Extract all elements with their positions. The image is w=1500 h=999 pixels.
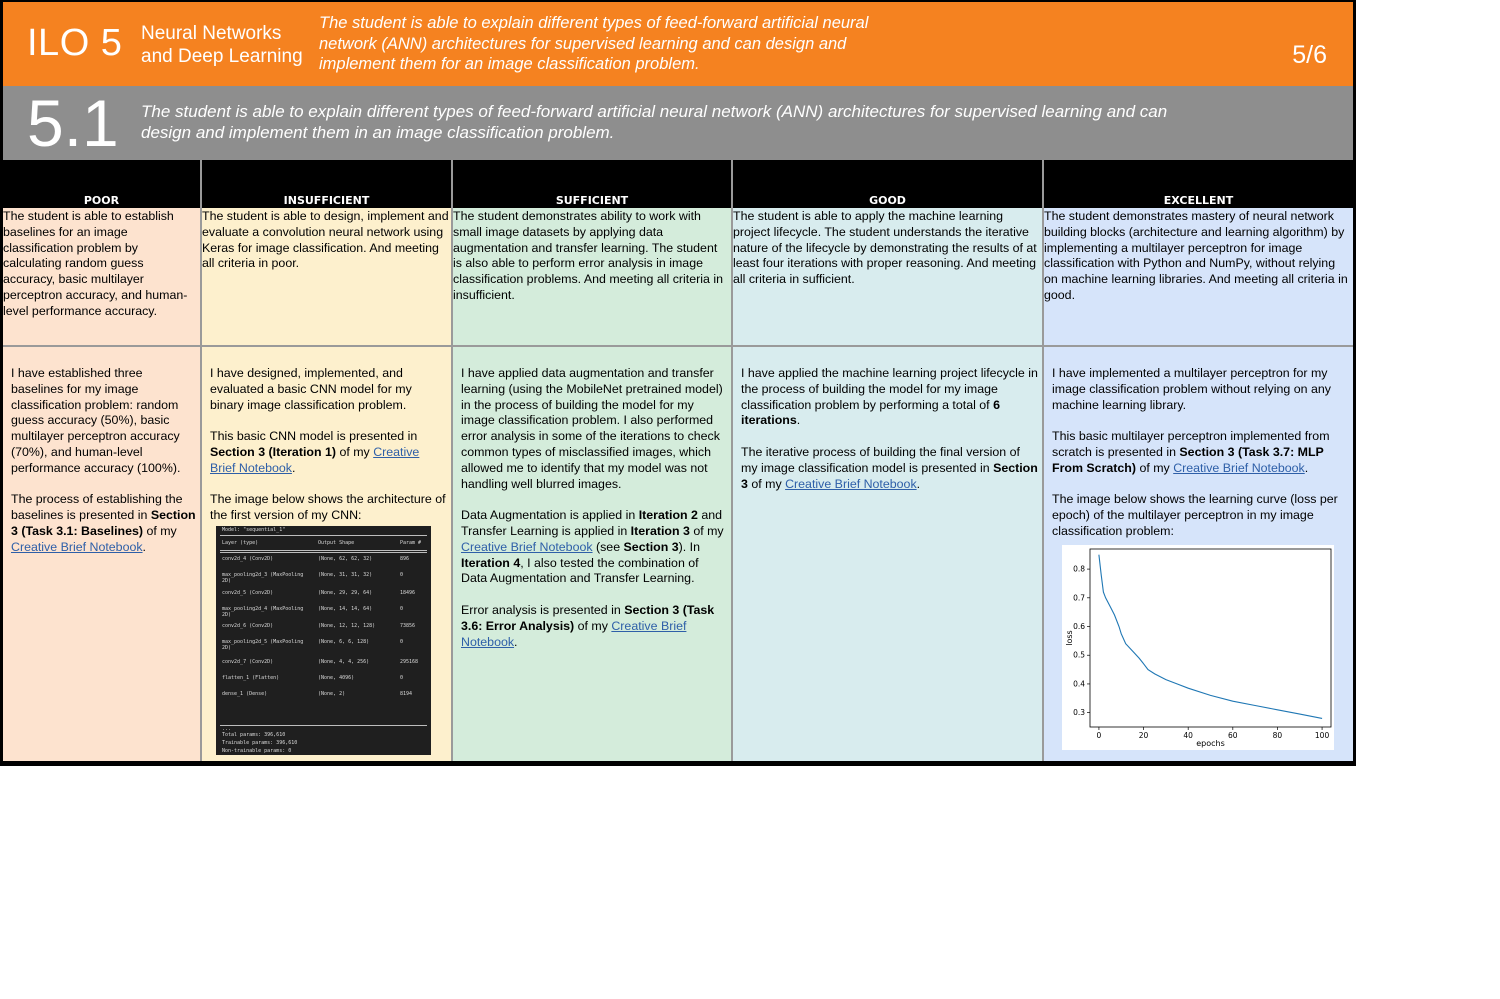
y-tick-label: 0.4 bbox=[1073, 679, 1085, 688]
summary-layer-row: max_pooling2d_5 (MaxPooling (None, 6, 6, … bbox=[222, 639, 404, 651]
column-divider bbox=[451, 160, 453, 761]
y-tick-label: 0.7 bbox=[1073, 593, 1085, 602]
evidence-excellent-p3: The image below shows the learning curve… bbox=[1052, 492, 1338, 538]
column-header-insufficient: INSUFFICIENT bbox=[202, 160, 451, 208]
evidence-sufficient-p3: Error analysis is presented in Section 3… bbox=[461, 602, 715, 649]
y-axis-label: loss bbox=[1065, 630, 1074, 645]
evidence-insufficient-p1: I have designed, implemented, and evalua… bbox=[210, 366, 412, 412]
column-divider bbox=[200, 160, 202, 761]
plot-frame bbox=[1089, 548, 1332, 728]
criteria-sufficient: The student demonstrates ability to work… bbox=[453, 208, 731, 347]
evidence-good: I have applied the machine learning proj… bbox=[733, 349, 1042, 761]
ilo-topic: Neural Networks and Deep Learning bbox=[141, 22, 303, 68]
x-tick-label: 80 bbox=[1273, 731, 1283, 740]
evidence-poor: I have established three baselines for m… bbox=[3, 349, 200, 761]
evidence-good-p1: I have applied the machine learning proj… bbox=[741, 366, 1038, 428]
column-header-poor: POOR bbox=[3, 160, 200, 208]
creative-brief-notebook-link[interactable]: Creative Brief Notebook bbox=[210, 444, 420, 475]
page-indicator: 5/6 bbox=[1292, 41, 1327, 69]
slide: ILO 5 Neural Networks and Deep Learning … bbox=[0, 0, 1356, 766]
x-tick-label: 60 bbox=[1228, 731, 1238, 740]
summary-layer-row: conv2d_7 (Conv2D) (None, 4, 4, 256) 295168 bbox=[222, 659, 419, 665]
summary-total-params: Total params: 396,610 bbox=[222, 732, 286, 738]
creative-brief-notebook-link[interactable]: Creative Brief Notebook bbox=[11, 539, 143, 554]
x-axis-label: epochs bbox=[1196, 739, 1225, 748]
evidence-insufficient-p3: The image below shows the architecture o… bbox=[210, 492, 446, 523]
y-tick-label: 0.3 bbox=[1073, 708, 1085, 717]
criteria-poor: The student is able to establish baselin… bbox=[3, 208, 200, 347]
summary-layer-row: conv2d_5 (Conv2D) (None, 29, 29, 64) 18496 bbox=[222, 590, 416, 596]
criteria-insufficient: The student is able to design, implement… bbox=[202, 208, 451, 347]
evidence-sufficient-p1: I have applied data augmentation and tra… bbox=[461, 366, 723, 491]
evidence-insufficient-p2: This basic CNN model is presented in Sec… bbox=[210, 429, 420, 475]
summary-layer-row: flatten_1 (Flatten) (None, 4096) 0 bbox=[222, 675, 404, 681]
evidence-sufficient: I have applied data augmentation and tra… bbox=[453, 349, 731, 761]
creative-brief-notebook-link[interactable]: Creative Brief Notebook bbox=[1173, 460, 1305, 475]
ilo-label: ILO 5 bbox=[27, 22, 123, 64]
x-tick-label: 100 bbox=[1315, 731, 1330, 740]
y-tick-label: 0.5 bbox=[1073, 651, 1085, 660]
loss-series-line bbox=[1098, 554, 1323, 719]
sub-outcome-number: 5.1 bbox=[27, 86, 119, 160]
ilo-topic-line1: Neural Networks bbox=[141, 23, 282, 44]
sub-outcome-band: 5.1 The student is able to explain diffe… bbox=[3, 86, 1353, 160]
ilo-header: ILO 5 Neural Networks and Deep Learning … bbox=[3, 2, 1353, 86]
summary-non-trainable-params: Non-trainable params: 0 bbox=[222, 748, 292, 754]
creative-brief-notebook-link[interactable]: Creative Brief Notebook bbox=[461, 539, 593, 554]
evidence-poor-p2: The process of establishing the baseline… bbox=[11, 492, 196, 554]
evidence-excellent: I have implemented a multilayer perceptr… bbox=[1044, 349, 1353, 761]
column-header-good: GOOD bbox=[733, 160, 1042, 208]
rubric-column-poor: POOR The student is able to establish ba… bbox=[3, 160, 200, 761]
evidence-insufficient: I have designed, implemented, and evalua… bbox=[202, 349, 451, 761]
summary-ellipsis: ... bbox=[222, 726, 232, 732]
evidence-good-p2: The iterative process of building the fi… bbox=[741, 444, 1038, 491]
creative-brief-notebook-link[interactable]: Creative Brief Notebook bbox=[785, 476, 917, 491]
ilo-description: The student is able to explain different… bbox=[319, 14, 869, 73]
summary-layer-row: conv2d_6 (Conv2D) (None, 12, 12, 128) 7385… bbox=[222, 623, 416, 629]
rubric-column-good: GOOD The student is able to apply the ma… bbox=[733, 160, 1042, 761]
cnn-model-summary-image: Model: "sequential_1" Layer (type) Outpu… bbox=[216, 526, 431, 755]
sub-outcome-description: The student is able to explain different… bbox=[141, 102, 1168, 142]
summary-trainable-params: Trainable params: 396,610 bbox=[222, 740, 298, 746]
summary-layer-row: conv2d_4 (Conv2D) (None, 62, 62, 32) 896 bbox=[222, 556, 410, 562]
summary-layer-row: max_pooling2d_3 (MaxPooling (None, 31, 31… bbox=[222, 572, 404, 584]
y-tick-label: 0.6 bbox=[1073, 622, 1085, 631]
x-tick-label: 40 bbox=[1183, 731, 1193, 740]
x-tick-label: 20 bbox=[1139, 731, 1149, 740]
x-tick-label: 0 bbox=[1097, 731, 1102, 740]
column-divider bbox=[731, 160, 733, 761]
summary-header-row: Layer (type) Output Shape Param # bbox=[222, 540, 422, 546]
criteria-good: The student is able to apply the machine… bbox=[733, 208, 1042, 347]
column-header-excellent: EXCELLENT bbox=[1044, 160, 1353, 208]
criteria-excellent: The student demonstrates mastery of neur… bbox=[1044, 208, 1353, 347]
column-divider bbox=[1042, 160, 1044, 761]
column-header-sufficient: SUFFICIENT bbox=[453, 160, 731, 208]
rubric-column-excellent: EXCELLENT The student demonstrates maste… bbox=[1044, 160, 1353, 761]
evidence-excellent-p1: I have implemented a multilayer perceptr… bbox=[1052, 366, 1331, 412]
summary-layer-row: max_pooling2d_4 (MaxPooling (None, 14, 14… bbox=[222, 606, 404, 618]
evidence-excellent-p2: This basic multilayer perceptron impleme… bbox=[1052, 429, 1330, 475]
summary-layer-row: dense_1 (Dense) (None, 2) 8194 bbox=[222, 691, 413, 697]
loss-learning-curve-chart: 0 20 40 60 80 100 0.3 0.4 0.5 0.6 0.7 0.8 epochs loss bbox=[1062, 545, 1334, 750]
summary-title: Model: "sequential_1" bbox=[222, 527, 286, 533]
evidence-poor-p1: I have established three baselines for m… bbox=[11, 366, 181, 475]
rubric-column-sufficient: SUFFICIENT The student demonstrates abil… bbox=[453, 160, 731, 761]
y-tick-label: 0.8 bbox=[1073, 565, 1085, 574]
creative-brief-notebook-link[interactable]: Creative Brief Notebook bbox=[461, 618, 687, 649]
ilo-topic-line2: and Deep Learning bbox=[141, 46, 303, 67]
evidence-sufficient-p2: Data Augmentation is applied in Iteratio… bbox=[461, 508, 724, 586]
